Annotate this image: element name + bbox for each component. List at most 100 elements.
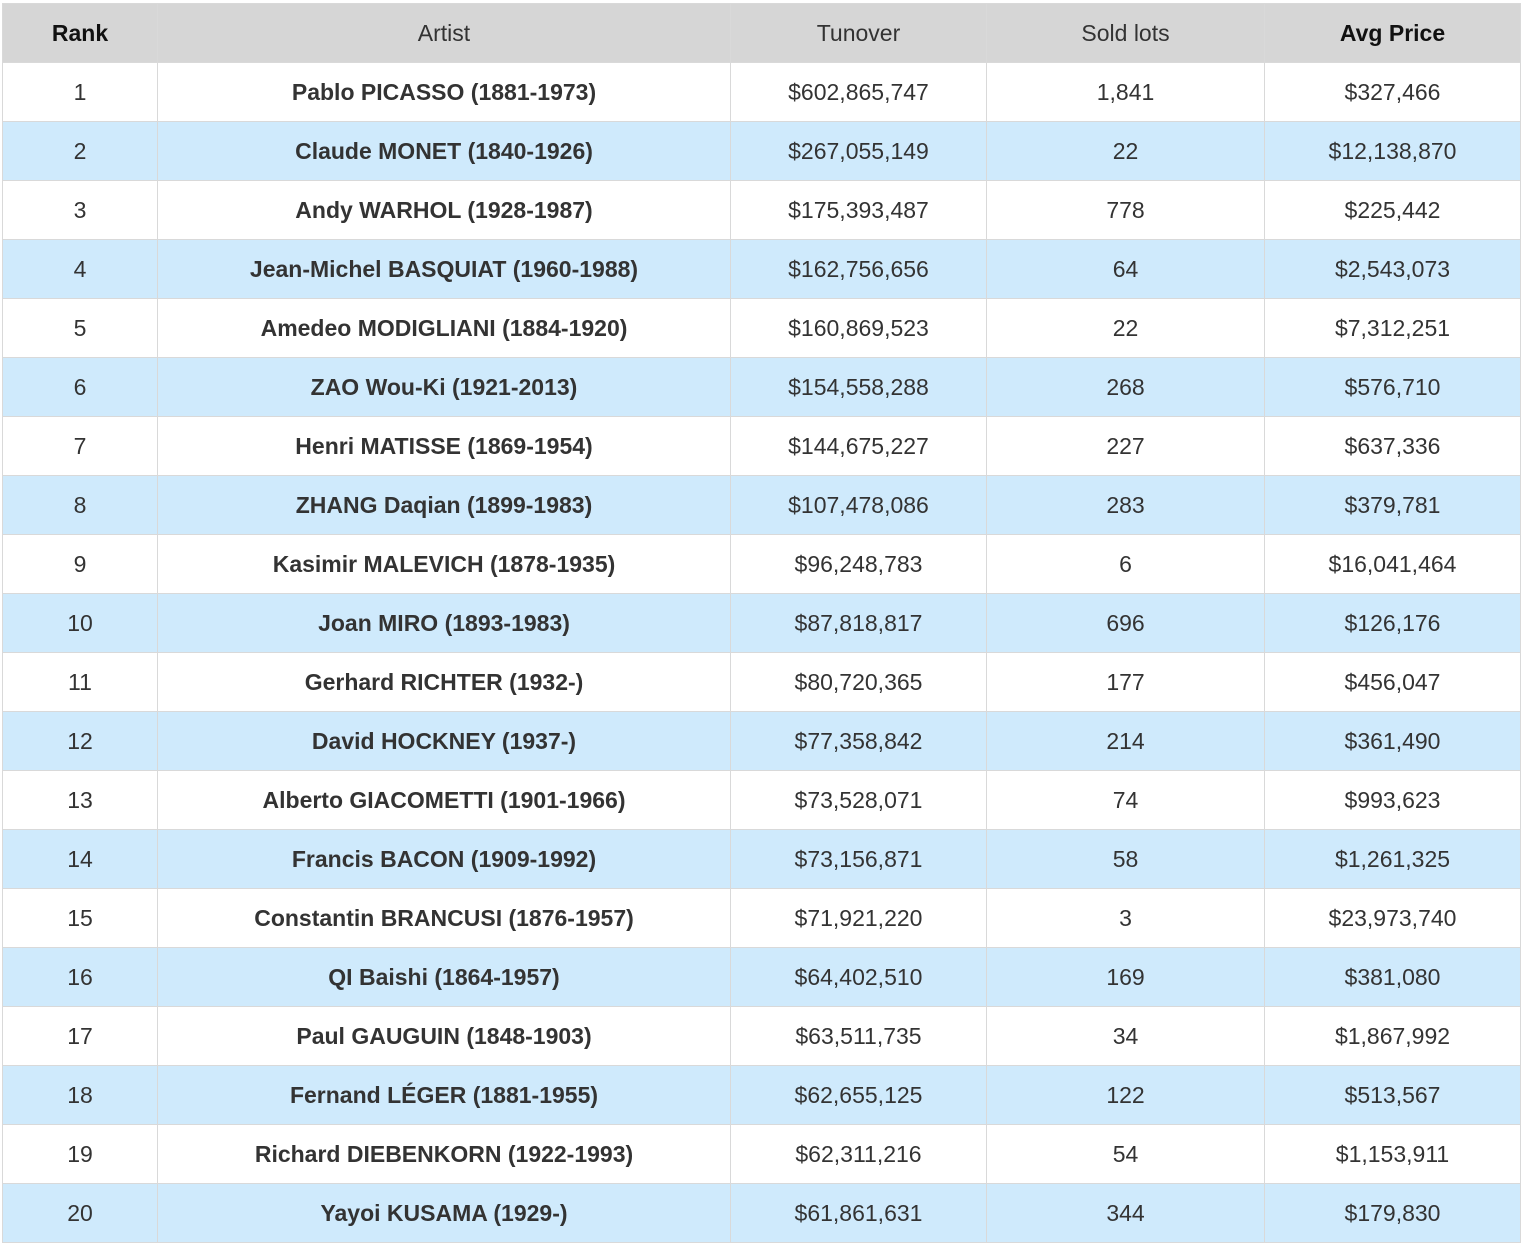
sold-lots-cell: 22 xyxy=(986,298,1265,358)
avg-price-cell: $993,623 xyxy=(1264,770,1521,830)
rank-cell: 16 xyxy=(2,947,158,1007)
avg-price-cell: $381,080 xyxy=(1264,947,1521,1007)
table-row: 2 Claude MONET (1840-1926) $267,055,149 22 $… xyxy=(2,121,1521,181)
artist-cell: QI Baishi (1864-1957) xyxy=(157,947,731,1007)
avg-price-cell: $7,312,251 xyxy=(1264,298,1521,358)
artist-cell: Henri MATISSE (1869-1954) xyxy=(157,416,731,476)
rank-cell: 12 xyxy=(2,711,158,771)
table-row: 12 David HOCKNEY (1937-) $77,358,842 214 $36… xyxy=(2,711,1521,771)
table-row: 18 Fernand LÉGER (1881-1955) $62,655,125 12… xyxy=(2,1065,1521,1125)
artist-cell: ZHANG Daqian (1899-1983) xyxy=(157,475,731,535)
avg-price-cell: $23,973,740 xyxy=(1264,888,1521,948)
artist-cell: David HOCKNEY (1937-) xyxy=(157,711,731,771)
sold-lots-cell: 283 xyxy=(986,475,1265,535)
avg-price-column-header: Avg Price xyxy=(1264,3,1521,63)
table-row: 19 Richard DIEBENKORN (1922-1993) $62,311,… xyxy=(2,1124,1521,1184)
table-row: 13 Alberto GIACOMETTI (1901-1966) $73,528,… xyxy=(2,770,1521,830)
turnover-cell: $63,511,735 xyxy=(730,1006,987,1066)
table-row: 1 Pablo PICASSO (1881-1973) $602,865,747 1,… xyxy=(2,62,1521,122)
avg-price-cell: $16,041,464 xyxy=(1264,534,1521,594)
avg-price-cell: $1,261,325 xyxy=(1264,829,1521,889)
avg-price-cell: $456,047 xyxy=(1264,652,1521,712)
rank-cell: 8 xyxy=(2,475,158,535)
avg-price-cell: $179,830 xyxy=(1264,1183,1521,1243)
sold-lots-cell: 227 xyxy=(986,416,1265,476)
artist-column-header: Artist xyxy=(157,3,731,63)
avg-price-cell: $513,567 xyxy=(1264,1065,1521,1125)
sold-lots-cell: 58 xyxy=(986,829,1265,889)
avg-price-cell: $379,781 xyxy=(1264,475,1521,535)
sold-lots-cell: 1,841 xyxy=(986,62,1265,122)
rank-cell: 17 xyxy=(2,1006,158,1066)
turnover-cell: $144,675,227 xyxy=(730,416,987,476)
avg-price-cell: $2,543,073 xyxy=(1264,239,1521,299)
sold-lots-cell: 778 xyxy=(986,180,1265,240)
sold-lots-cell: 6 xyxy=(986,534,1265,594)
artist-cell: Andy WARHOL (1928-1987) xyxy=(157,180,731,240)
rank-cell: 6 xyxy=(2,357,158,417)
artist-cell: Francis BACON (1909-1992) xyxy=(157,829,731,889)
turnover-cell: $602,865,747 xyxy=(730,62,987,122)
artist-cell: ZAO Wou-Ki (1921-2013) xyxy=(157,357,731,417)
sold-lots-cell: 34 xyxy=(986,1006,1265,1066)
table-row: 14 Francis BACON (1909-1992) $73,156,871 58… xyxy=(2,829,1521,889)
table-row: 6 ZAO Wou-Ki (1921-2013) $154,558,288 268 $5… xyxy=(2,357,1521,417)
sold-lots-cell: 268 xyxy=(986,357,1265,417)
table-header: Rank Artist Tunover Sold lots Avg Price xyxy=(2,3,1521,63)
turnover-cell: $175,393,487 xyxy=(730,180,987,240)
rank-cell: 19 xyxy=(2,1124,158,1184)
rank-cell: 18 xyxy=(2,1065,158,1125)
table-row: 4 Jean-Michel BASQUIAT (1960-1988) $162,75… xyxy=(2,239,1521,299)
rank-cell: 9 xyxy=(2,534,158,594)
sold-lots-cell: 54 xyxy=(986,1124,1265,1184)
rank-column-header: Rank xyxy=(2,3,158,63)
rank-cell: 10 xyxy=(2,593,158,653)
sold-lots-cell: 22 xyxy=(986,121,1265,181)
turnover-cell: $77,358,842 xyxy=(730,711,987,771)
turnover-cell: $162,756,656 xyxy=(730,239,987,299)
artist-cell: Amedeo MODIGLIANI (1884-1920) xyxy=(157,298,731,358)
sold-lots-cell: 696 xyxy=(986,593,1265,653)
avg-price-cell: $361,490 xyxy=(1264,711,1521,771)
table-row: 15 Constantin BRANCUSI (1876-1957) $71,921… xyxy=(2,888,1521,948)
turnover-cell: $154,558,288 xyxy=(730,357,987,417)
avg-price-cell: $1,153,911 xyxy=(1264,1124,1521,1184)
header-row: Rank Artist Tunover Sold lots Avg Price xyxy=(2,3,1521,63)
sold-lots-cell: 169 xyxy=(986,947,1265,1007)
artist-cell: Richard DIEBENKORN (1922-1993) xyxy=(157,1124,731,1184)
avg-price-cell: $225,442 xyxy=(1264,180,1521,240)
rank-cell: 11 xyxy=(2,652,158,712)
turnover-cell: $267,055,149 xyxy=(730,121,987,181)
rank-cell: 2 xyxy=(2,121,158,181)
sold-lots-cell: 74 xyxy=(986,770,1265,830)
turnover-cell: $160,869,523 xyxy=(730,298,987,358)
artist-cell: Alberto GIACOMETTI (1901-1966) xyxy=(157,770,731,830)
turnover-cell: $62,655,125 xyxy=(730,1065,987,1125)
rank-cell: 3 xyxy=(2,180,158,240)
turnover-cell: $61,861,631 xyxy=(730,1183,987,1243)
table-row: 3 Andy WARHOL (1928-1987) $175,393,487 778 $… xyxy=(2,180,1521,240)
artist-cell: Kasimir MALEVICH (1878-1935) xyxy=(157,534,731,594)
rank-cell: 14 xyxy=(2,829,158,889)
artist-cell: Fernand LÉGER (1881-1955) xyxy=(157,1065,731,1125)
turnover-cell: $96,248,783 xyxy=(730,534,987,594)
turnover-cell: $73,156,871 xyxy=(730,829,987,889)
rank-cell: 20 xyxy=(2,1183,158,1243)
turnover-cell: $62,311,216 xyxy=(730,1124,987,1184)
turnover-cell: $73,528,071 xyxy=(730,770,987,830)
table-row: 7 Henri MATISSE (1869-1954) $144,675,227 22… xyxy=(2,416,1521,476)
rank-cell: 7 xyxy=(2,416,158,476)
turnover-column-header: Tunover xyxy=(730,3,987,63)
table-row: 11 Gerhard RICHTER (1932-) $80,720,365 177 $… xyxy=(2,652,1521,712)
turnover-cell: $71,921,220 xyxy=(730,888,987,948)
turnover-cell: $80,720,365 xyxy=(730,652,987,712)
table-row: 16 QI Baishi (1864-1957) $64,402,510 169 $38… xyxy=(2,947,1521,1007)
sold-lots-cell: 122 xyxy=(986,1065,1265,1125)
avg-price-cell: $327,466 xyxy=(1264,62,1521,122)
avg-price-cell: $576,710 xyxy=(1264,357,1521,417)
avg-price-cell: $126,176 xyxy=(1264,593,1521,653)
table-row: 9 Kasimir MALEVICH (1878-1935) $96,248,783… xyxy=(2,534,1521,594)
table-row: 5 Amedeo MODIGLIANI (1884-1920) $160,869,5… xyxy=(2,298,1521,358)
table-row: 20 Yayoi KUSAMA (1929-) $61,861,631 344 $179… xyxy=(2,1183,1521,1243)
artist-ranking-table: Rank Artist Tunover Sold lots Avg Price … xyxy=(2,3,1521,1243)
